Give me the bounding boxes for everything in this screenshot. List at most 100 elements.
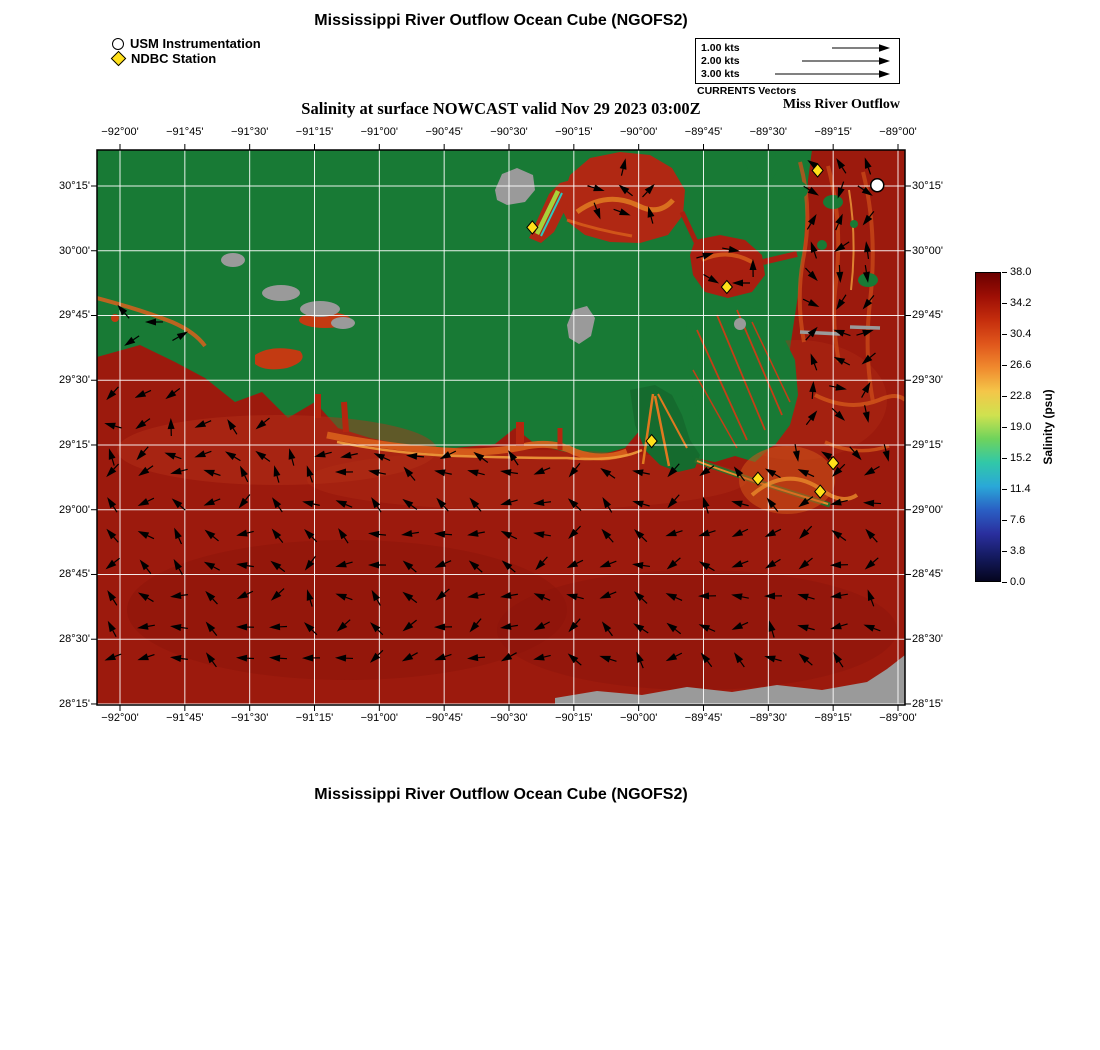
current-vector-arrow [836, 264, 844, 283]
current-vector-arrow [500, 652, 517, 662]
colorbar-tick [1002, 551, 1007, 552]
current-vector-arrow [832, 463, 846, 477]
current-vector-arrow [335, 654, 354, 662]
ndbc-station-marker [526, 220, 539, 235]
vector-arrow-2kt-icon [802, 56, 890, 65]
current-vector-arrow [434, 469, 452, 477]
current-vector-arrow [599, 591, 617, 599]
current-vector-arrow [665, 593, 683, 601]
current-vector-arrow [566, 559, 584, 569]
current-vector-arrow [703, 273, 720, 284]
current-vector-arrow [203, 561, 220, 571]
current-vector-arrow [137, 592, 154, 603]
current-vector-arrow [805, 326, 818, 341]
current-vector-arrow [306, 589, 314, 607]
current-vector-arrow [303, 622, 318, 636]
current-vector-arrow [882, 444, 890, 462]
current-vector-arrow [862, 265, 870, 283]
current-vector-arrow [501, 560, 516, 573]
current-vector-arrow [749, 259, 757, 278]
current-vector-arrow [533, 593, 551, 601]
current-vector-arrow [862, 211, 875, 226]
current-vector-arrow [194, 420, 212, 428]
x-tick-label-top: −90°30' [490, 126, 528, 138]
current-vector-arrow [306, 465, 314, 483]
colorbar-tick-label: 19.0 [1010, 421, 1032, 433]
current-vector-arrow [613, 208, 631, 216]
current-vector-arrow [467, 591, 485, 599]
current-vector-arrow [797, 624, 815, 632]
colorbar-tick [1002, 334, 1007, 335]
current-vector-arrow [468, 560, 483, 573]
current-vector-arrow [731, 593, 749, 601]
current-vector-arrow [170, 655, 188, 662]
current-vector-arrow [434, 560, 452, 568]
current-vector-arrow [269, 623, 288, 631]
current-vector-arrow [104, 422, 122, 430]
x-tick-label-top: −89°30' [749, 126, 788, 138]
x-tick-label-top: −92°00' [101, 126, 139, 138]
current-vector-arrow [798, 557, 813, 570]
current-vector-arrow [435, 588, 450, 601]
current-vector-arrow [666, 622, 682, 635]
current-vector-arrow [731, 500, 749, 508]
current-vector-arrow [106, 386, 119, 401]
y-tick-label-right: 29°00' [912, 503, 943, 516]
current-vector-arrow [401, 529, 419, 537]
x-tick-label-top: −91°45' [166, 126, 204, 138]
y-tick-label: 30°00' [59, 244, 90, 257]
colorbar-tick [1002, 489, 1007, 490]
current-vector-arrow [302, 654, 321, 662]
current-vector-arrow [567, 498, 582, 511]
x-tick-label-top: −90°45' [425, 126, 463, 138]
current-vector-arrow [599, 655, 617, 663]
current-vector-arrow [632, 500, 650, 508]
ndbc-station-marker [811, 163, 824, 178]
current-vector-arrow [568, 463, 581, 478]
colorbar-tick [1002, 396, 1007, 397]
current-vector-arrow [335, 560, 353, 568]
current-vector-arrow [164, 452, 182, 460]
current-vector-arrow [117, 304, 130, 319]
current-vector-arrow [172, 331, 189, 341]
current-vector-arrow [238, 494, 251, 509]
colorbar [975, 272, 1001, 582]
current-vector-arrow [799, 525, 813, 539]
current-vector-arrow [702, 496, 710, 514]
current-vector-arrow [137, 531, 155, 540]
current-vector-arrow [406, 452, 425, 460]
map-legend: USM Instrumentation NDBC Station [110, 36, 261, 67]
current-vector-arrow [236, 562, 254, 570]
current-vector-arrow [171, 498, 186, 511]
current-vector-arrow [402, 619, 417, 632]
current-vector-arrow [194, 450, 212, 458]
current-vector-arrow [167, 418, 175, 437]
current-vector-arrow [203, 469, 221, 477]
current-vector-arrow [467, 469, 485, 477]
current-vector-arrow [108, 448, 116, 466]
current-vector-arrow [665, 652, 683, 662]
current-vector-arrow [271, 528, 284, 544]
axis-tick-marks [91, 144, 911, 711]
colorbar-tick-label: 3.8 [1010, 545, 1026, 557]
current-vector-arrow [340, 451, 358, 459]
current-vector-arrow [633, 591, 648, 604]
current-vector-arrow [170, 467, 188, 475]
marsh-region [686, 300, 798, 455]
current-vector-arrow [831, 407, 846, 421]
colorbar-tick-label: 26.6 [1010, 359, 1032, 371]
station-markers [526, 163, 885, 499]
current-vector-arrow [439, 450, 457, 460]
current-vector-arrow [107, 620, 117, 638]
current-vector-arrow [837, 181, 845, 199]
miss-river-outflow-label: Miss River Outflow [782, 97, 900, 112]
current-vector-arrow [667, 494, 680, 509]
current-vector-arrow [467, 529, 485, 537]
vector-key-label-1kt: 1.00 kts [701, 41, 740, 54]
current-vector-arrow [722, 245, 740, 253]
current-vector-arrow [731, 528, 749, 538]
current-vector-arrow [764, 528, 782, 537]
current-vector-arrow [174, 527, 183, 545]
current-vector-arrow [401, 652, 418, 662]
current-vector-arrow [500, 591, 518, 599]
